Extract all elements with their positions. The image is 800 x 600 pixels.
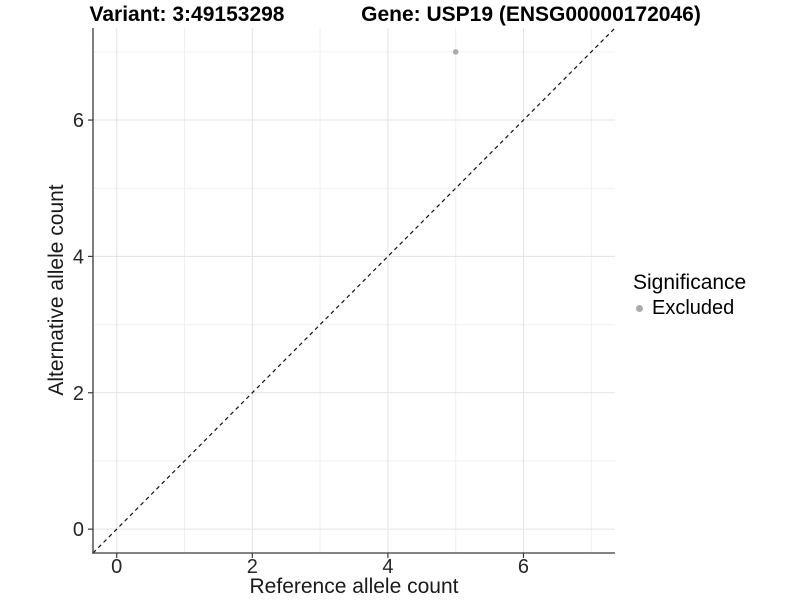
y-tick-label: 4 xyxy=(73,246,84,268)
legend-point-icon xyxy=(636,305,643,312)
variant-title: Variant: 3:49153298 xyxy=(89,3,285,26)
legend: Significance Excluded xyxy=(633,271,746,320)
x-tick-label: 6 xyxy=(518,556,529,578)
y-tick-label: 6 xyxy=(73,110,84,132)
x-tick-label: 4 xyxy=(382,556,393,578)
legend-title: Significance xyxy=(633,271,747,294)
y-tick-label: 2 xyxy=(73,383,84,405)
gene-title: Gene: USP19 (ENSG00000172046) xyxy=(361,3,701,26)
y-axis-title: Alternative allele count xyxy=(45,184,68,396)
x-tick-label: 0 xyxy=(111,556,122,578)
data-point xyxy=(452,49,459,55)
identity-dashed-line xyxy=(92,27,616,554)
x-tick-label: 2 xyxy=(247,556,258,578)
x-axis-title: Reference allele count xyxy=(249,575,459,598)
legend-item-excluded: Excluded xyxy=(636,297,746,320)
y-tick-label: 0 xyxy=(73,519,84,541)
legend-item-label: Excluded xyxy=(652,297,735,319)
